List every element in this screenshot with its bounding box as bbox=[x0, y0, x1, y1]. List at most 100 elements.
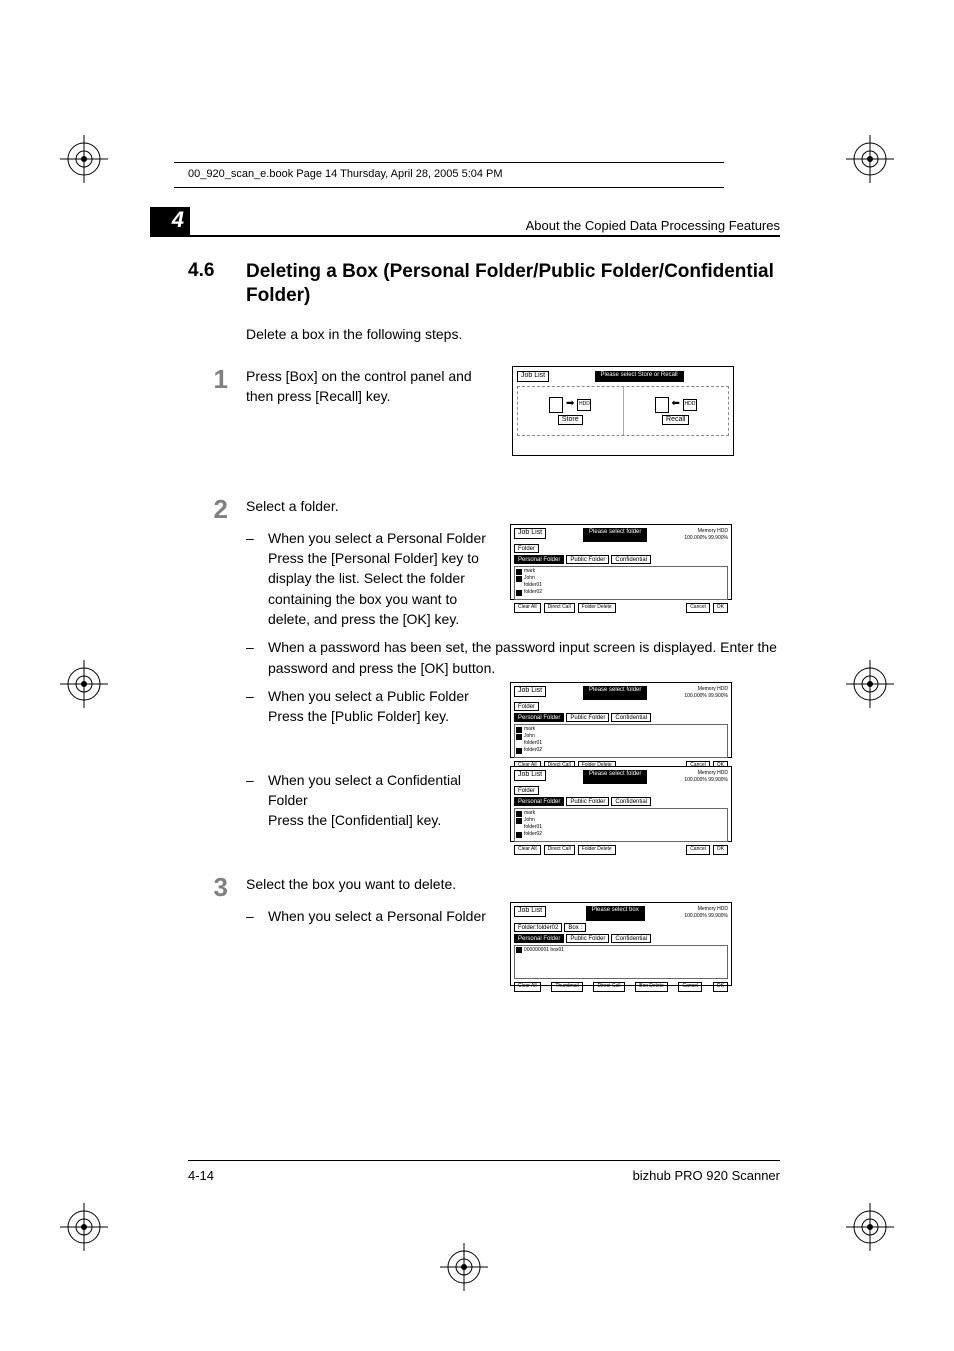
ss-banner: Please select box bbox=[586, 906, 645, 921]
thumbnail-button[interactable]: Thumbnail bbox=[551, 982, 582, 992]
clear-all-button[interactable]: Clear All bbox=[514, 982, 541, 992]
direct-call-button[interactable]: Direct Call bbox=[544, 845, 575, 855]
list-item[interactable]: John bbox=[516, 575, 726, 582]
direct-call-button[interactable]: Direct Call bbox=[544, 603, 575, 613]
box-delete-button[interactable]: Box Delete bbox=[635, 982, 667, 992]
list-item[interactable]: folder02 bbox=[516, 747, 726, 754]
bullet-text: Press the [Personal Folder] key to displ… bbox=[268, 548, 496, 629]
ss-joblist-label: Job List bbox=[514, 528, 546, 539]
lock-icon bbox=[516, 727, 522, 733]
bullet-text: Press the [Confidential] key. bbox=[268, 810, 496, 830]
ok-button[interactable]: OK bbox=[713, 845, 728, 855]
section-lead: Delete a box in the following steps. bbox=[246, 326, 780, 342]
step-text: Select the box you want to delete. bbox=[246, 874, 780, 894]
lock-icon bbox=[516, 811, 522, 817]
memory-value: 100.000% bbox=[684, 535, 707, 541]
step-number: 1 bbox=[188, 366, 228, 392]
clear-all-button[interactable]: Clear All bbox=[514, 845, 541, 855]
section-title: Deleting a Box (Personal Folder/Public F… bbox=[246, 260, 780, 308]
list-item[interactable]: folder01 bbox=[516, 824, 726, 831]
registration-mark bbox=[846, 660, 894, 708]
confidential-tab[interactable]: Confidential bbox=[611, 713, 651, 722]
list-item[interactable] bbox=[516, 961, 726, 968]
page-number: 4-14 bbox=[188, 1168, 214, 1183]
chapter-tab: 4 bbox=[150, 207, 190, 235]
bullet-confidential-folder: – When you select a Confidential Folder … bbox=[246, 770, 496, 831]
running-head: About the Copied Data Processing Feature… bbox=[526, 218, 780, 233]
content-area: 4.6 Deleting a Box (Personal Folder/Publ… bbox=[188, 260, 780, 998]
step-number: 2 bbox=[188, 496, 228, 522]
folder-tab[interactable]: Folder bbox=[514, 702, 539, 711]
lock-icon bbox=[516, 569, 522, 575]
list-item[interactable]: folder02 bbox=[516, 831, 726, 838]
lock-icon bbox=[516, 818, 522, 824]
list-item[interactable]: John bbox=[516, 733, 726, 740]
ok-button[interactable]: OK bbox=[713, 603, 728, 613]
registration-mark bbox=[440, 1243, 488, 1291]
lock-icon bbox=[516, 734, 522, 740]
personal-folder-tab[interactable]: Personal Folder bbox=[514, 555, 564, 564]
path-folder: Folder:folder02 bbox=[514, 923, 562, 932]
list-item[interactable] bbox=[516, 954, 726, 961]
cancel-button[interactable]: Cancel bbox=[678, 982, 702, 992]
bullet-public-folder: – When you select a Public Folder Press … bbox=[246, 686, 496, 727]
confidential-tab[interactable]: Confidential bbox=[611, 797, 651, 806]
screenshot-folder-public: Job List Please select folder Memory HDD… bbox=[510, 682, 732, 758]
document-icon bbox=[655, 397, 669, 413]
public-folder-tab[interactable]: Public Folder bbox=[566, 713, 609, 722]
public-folder-tab[interactable]: Public Folder bbox=[566, 555, 609, 564]
list-item[interactable]: John bbox=[516, 817, 726, 824]
step-text: Press [Box] on the control panel and the… bbox=[246, 366, 496, 407]
bullet-password-note: – When a password has been set, the pass… bbox=[246, 637, 780, 678]
store-pane: ➡ HDD Store bbox=[518, 397, 623, 425]
box-list: 000000001 box01 bbox=[514, 945, 728, 979]
step-text: Select a folder. bbox=[246, 496, 780, 516]
screenshot-folder-confidential: Job List Please select folder Memory HDD… bbox=[510, 766, 732, 842]
folder-list: mark John folder01 folder02 bbox=[514, 724, 728, 758]
ss-joblist-label: Job List bbox=[517, 371, 549, 382]
lock-icon bbox=[516, 590, 522, 596]
hdd-icon: HDD bbox=[683, 399, 697, 411]
list-item[interactable]: folder02 bbox=[516, 589, 726, 596]
list-item[interactable]: folder01 bbox=[516, 740, 726, 747]
personal-folder-tab[interactable]: Personal Folder bbox=[514, 797, 564, 806]
list-item[interactable]: mark bbox=[516, 726, 726, 733]
lock-icon bbox=[516, 576, 522, 582]
list-item[interactable]: 000000001 box01 bbox=[516, 947, 726, 954]
recall-button[interactable]: Recall bbox=[662, 415, 689, 425]
list-item[interactable]: mark bbox=[516, 568, 726, 575]
clear-all-button[interactable]: Clear All bbox=[514, 603, 541, 613]
confidential-tab[interactable]: Confidential bbox=[611, 555, 651, 564]
folder-tab[interactable]: Folder bbox=[514, 786, 539, 795]
confidential-tab[interactable]: Confidential bbox=[611, 934, 651, 943]
section-number: 4.6 bbox=[188, 260, 224, 282]
bullet-text: When you select a Personal Folder bbox=[268, 906, 496, 926]
hdd-value: 99.900% bbox=[708, 535, 728, 541]
book-header: 00_920_scan_e.book Page 14 Thursday, Apr… bbox=[188, 168, 503, 180]
public-folder-tab[interactable]: Public Folder bbox=[566, 934, 609, 943]
cancel-button[interactable]: Cancel bbox=[686, 603, 710, 613]
direct-call-button[interactable]: Direct Call bbox=[593, 982, 624, 992]
list-item[interactable] bbox=[516, 968, 726, 975]
path-box: Box : bbox=[564, 923, 586, 932]
folder-delete-button[interactable]: Folder Delete bbox=[578, 603, 616, 613]
folder-tab[interactable]: Folder bbox=[514, 544, 539, 553]
list-item[interactable]: folder01 bbox=[516, 582, 726, 589]
ss-banner: Please select folder bbox=[583, 770, 647, 785]
store-button[interactable]: Store bbox=[558, 415, 583, 425]
ss-joblist-label: Job List bbox=[514, 686, 546, 697]
cancel-button[interactable]: Cancel bbox=[686, 845, 710, 855]
ss-banner: Please select folder bbox=[583, 528, 647, 543]
folder-delete-button[interactable]: Folder Delete bbox=[578, 845, 616, 855]
personal-folder-tab[interactable]: Personal Folder bbox=[514, 713, 564, 722]
ok-button[interactable]: OK bbox=[713, 982, 728, 992]
list-item[interactable]: mark bbox=[516, 810, 726, 817]
hdd-label: HDD bbox=[717, 528, 728, 534]
registration-mark bbox=[60, 1203, 108, 1251]
bullet-title: When you select a Public Folder bbox=[268, 686, 496, 706]
screenshot-store-recall: Job List Please select Store or Recall ➡… bbox=[512, 366, 734, 456]
personal-folder-tab[interactable]: Personal Folder bbox=[514, 934, 564, 943]
step-2: 2 Select a folder. – When you select a P… bbox=[188, 496, 780, 842]
public-folder-tab[interactable]: Public Folder bbox=[566, 797, 609, 806]
document-icon bbox=[549, 397, 563, 413]
